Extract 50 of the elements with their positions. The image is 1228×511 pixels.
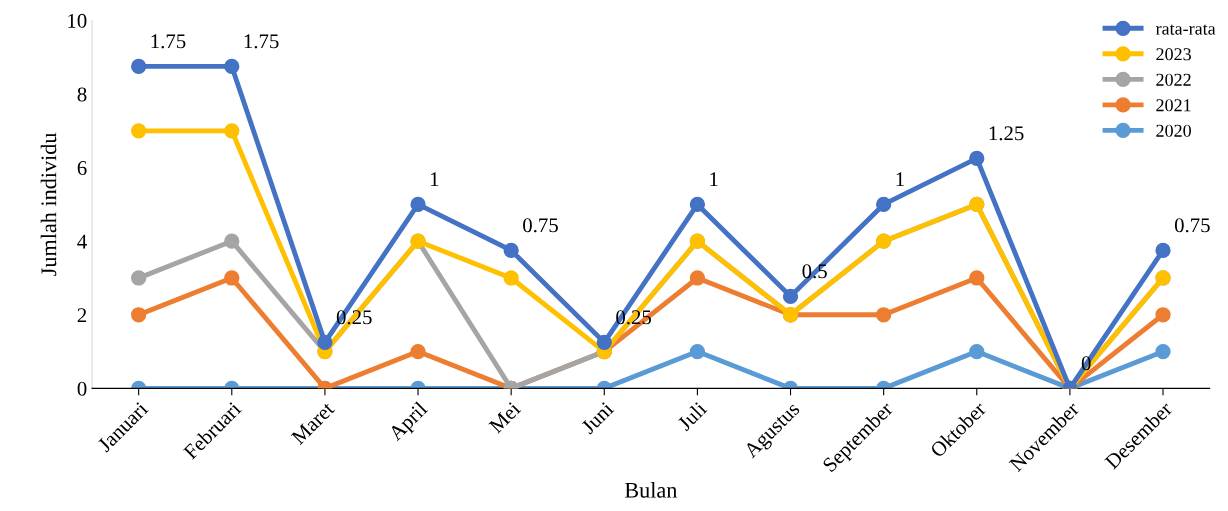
y-tick-label: 8 bbox=[77, 87, 87, 102]
point bbox=[503, 242, 519, 259]
y-tick-label: 4 bbox=[77, 234, 87, 249]
point bbox=[224, 58, 240, 75]
legend-label: 2020 bbox=[1156, 124, 1191, 137]
point bbox=[969, 343, 985, 360]
y-tick-label: 10 bbox=[68, 13, 87, 28]
point bbox=[131, 123, 147, 139]
point bbox=[596, 334, 612, 351]
annotation: 1 bbox=[710, 172, 718, 187]
legend-label: 2021 bbox=[1156, 99, 1191, 112]
x-tick-label: Juni bbox=[580, 400, 615, 435]
point bbox=[224, 233, 240, 249]
point bbox=[1155, 307, 1171, 323]
annotation: 1 bbox=[896, 172, 904, 187]
legend-label: rata-rata bbox=[1155, 24, 1216, 35]
legend-label: 2023 bbox=[1156, 48, 1191, 61]
point bbox=[969, 270, 985, 286]
point bbox=[782, 288, 799, 305]
point bbox=[876, 196, 892, 213]
point bbox=[410, 196, 426, 213]
point bbox=[224, 123, 240, 139]
annotation: 1.75 bbox=[244, 34, 279, 49]
point bbox=[689, 270, 706, 286]
point bbox=[503, 270, 519, 286]
y-tick-label: 2 bbox=[77, 308, 87, 322]
legend-label: 2022 bbox=[1156, 73, 1191, 86]
point bbox=[689, 196, 706, 213]
point bbox=[131, 270, 147, 286]
point bbox=[410, 343, 426, 360]
point bbox=[1155, 242, 1171, 259]
y-tick-label: 6 bbox=[77, 161, 87, 176]
annotation: 1 bbox=[430, 172, 439, 187]
annotation: 1.25 bbox=[989, 126, 1024, 141]
y-axis-title: Jumlah individu bbox=[40, 132, 57, 276]
x-axis-title: Bulan bbox=[624, 482, 678, 498]
point bbox=[131, 58, 147, 75]
annotation: 0.75 bbox=[1174, 218, 1210, 233]
point bbox=[876, 307, 892, 323]
annotation: 1.75 bbox=[151, 34, 186, 49]
y-tick-label: 0 bbox=[77, 381, 87, 396]
x-tick-label: Mei bbox=[488, 400, 522, 434]
x-tick-label: Juli bbox=[676, 400, 708, 432]
annotation: 0.75 bbox=[523, 218, 558, 233]
point bbox=[317, 334, 333, 351]
point bbox=[131, 307, 147, 323]
point bbox=[1155, 343, 1171, 360]
point bbox=[969, 150, 985, 167]
point bbox=[224, 270, 240, 286]
point bbox=[689, 343, 706, 360]
